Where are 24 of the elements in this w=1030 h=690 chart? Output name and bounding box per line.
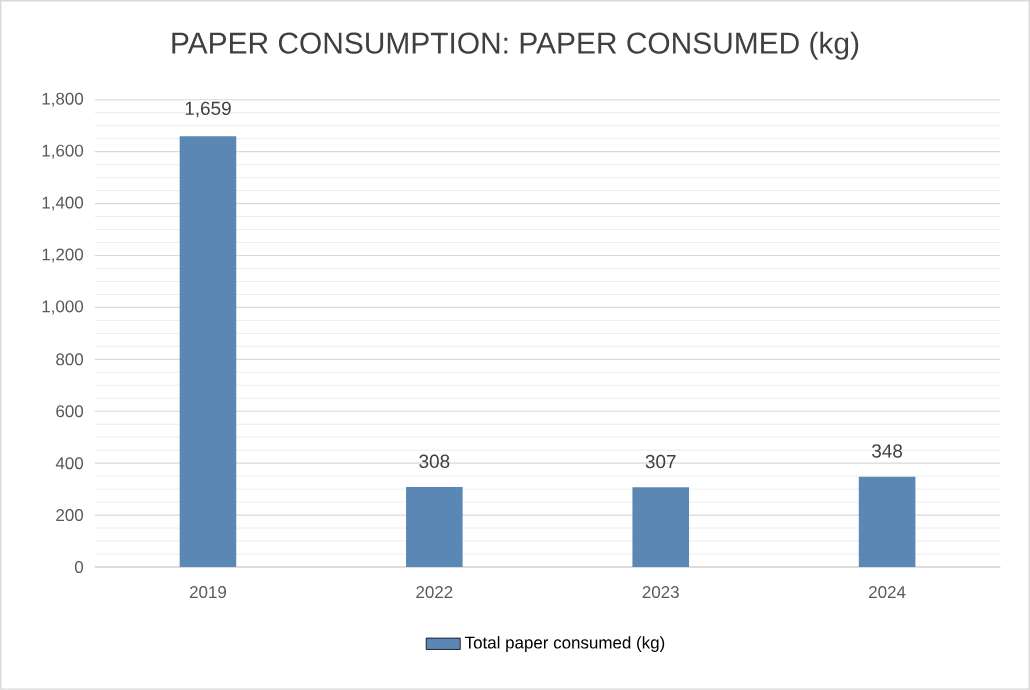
y-tick-label: 1,200 (42, 248, 84, 263)
x-tick-label: 2022 (416, 586, 453, 599)
bar (406, 487, 463, 568)
y-tick-label: 0 (74, 561, 84, 574)
data-label: 348 (872, 444, 903, 458)
x-tick-label: 2023 (642, 586, 679, 599)
y-tick-label: 1,600 (42, 144, 84, 159)
y-tick-label: 200 (56, 509, 84, 522)
bar (858, 476, 916, 568)
data-label: 308 (419, 454, 450, 469)
y-tick-label: 800 (56, 353, 84, 366)
y-tick-label: 1,000 (42, 300, 84, 315)
y-tick-label: 400 (55, 457, 84, 470)
bar (179, 136, 237, 568)
x-tick-label: 2019 (189, 586, 226, 599)
y-tick-label: 600 (56, 405, 84, 418)
data-label: 307 (645, 454, 676, 469)
y-tick-label: 1,400 (42, 196, 84, 211)
bar (632, 487, 690, 568)
data-label: 1,659 (185, 101, 231, 118)
chart-title: PAPER CONSUMPTION: PAPER CONSUMED (kg) (172, 31, 859, 60)
y-tick-label: 1,800 (42, 92, 84, 107)
legend-label: Total paper consumed (kg) (465, 636, 665, 653)
x-tick-label: 2024 (869, 586, 906, 599)
